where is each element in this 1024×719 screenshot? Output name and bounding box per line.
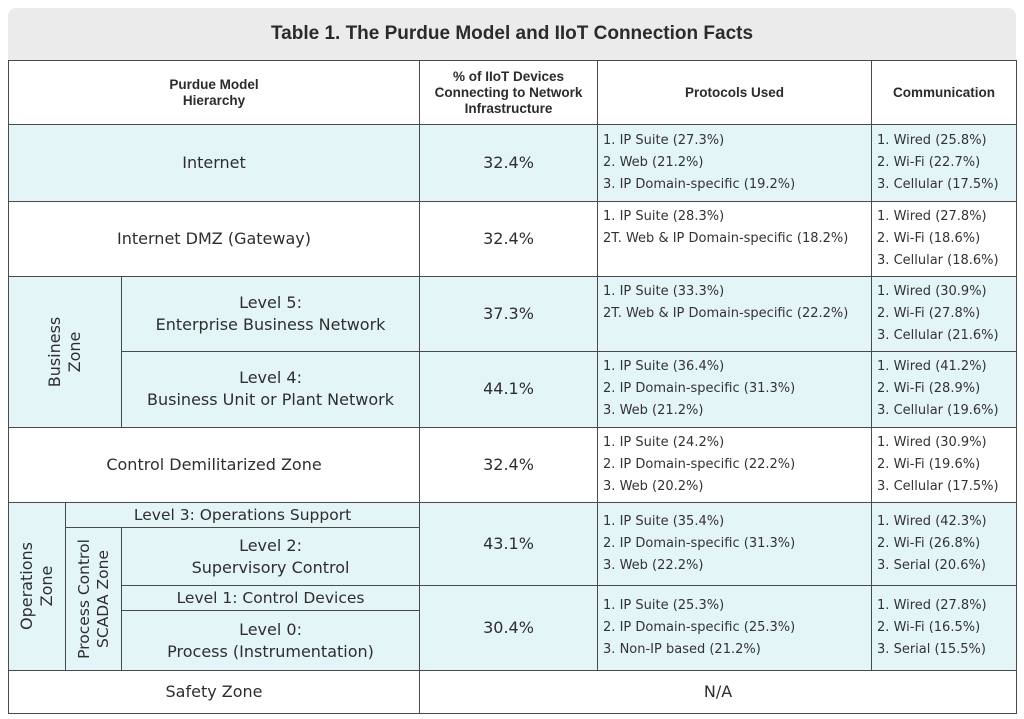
table-row-safety: Safety Zone N/A [7, 669, 1018, 715]
table-row-level4: Level 4: Business Unit or Plant Network … [8, 351, 1018, 428]
row-communication: 1. Wired (27.8%) 2. Wi-Fi (16.5%) 3. Seria… [871, 585, 1018, 671]
row-protocols: 1. IP Suite (28.3%) 2T. Web & IP Domain-s… [597, 200, 873, 277]
purdue-model-table: Purdue Model Hierarchy % of IIoT Devices… [7, 59, 1018, 715]
row-communication: 1. Wired (30.9%) 2. Wi-Fi (27.8%) 3. Cellu… [871, 275, 1018, 353]
row-label: Level 3: Operations Support [64, 501, 421, 529]
row-value: N/A [419, 669, 1018, 715]
row-communication: 1. Wired (42.3%) 2. Wi-Fi (26.8%) 3. Seria… [871, 501, 1018, 587]
header-communication: Communication [871, 59, 1018, 126]
row-label: Level 0: Process (Instrumentation) [120, 610, 421, 671]
table-row-internet-dmz: Internet DMZ (Gateway) 32.4% 1. IP Suite… [7, 200, 1018, 277]
table-title: Table 1. The Purdue Model and IIoT Conne… [270, 23, 754, 44]
row-percent: 32.4% [419, 200, 599, 277]
row-label: Internet DMZ (Gateway) [7, 200, 421, 277]
row-communication: 1. Wired (41.2%) 2. Wi-Fi (28.9%) 3. Cellu… [871, 351, 1018, 428]
row-percent: 30.4% [419, 585, 599, 671]
row-label: Level 4: Business Unit or Plant Network [120, 351, 421, 428]
row-percent: 43.1% [419, 501, 599, 587]
row-protocols: 1. IP Suite (35.4%) 2. IP Domain-specific… [597, 501, 873, 587]
row-protocols: 1. IP Suite (33.3%) 2T. Web & IP Domain-s… [597, 275, 873, 353]
row-protocols: 1. IP Suite (27.3%) 2. Web (21.2%) 3. IP D… [597, 124, 873, 202]
table-row-internet: Internet 32.4% 1. IP Suite (27.3%) 2. Web… [7, 124, 1018, 202]
row-label: Level 5: Enterprise Business Network [120, 275, 421, 353]
table-row-control-dmz: Control Demilitarized Zone 32.4% 1. IP S… [7, 426, 1018, 504]
row-protocols: 1. IP Suite (25.3%) 2. IP Domain-specific… [597, 585, 873, 671]
business-zone-label: Business Zone [8, 275, 122, 428]
row-percent: 32.4% [419, 124, 599, 202]
row-label: Internet [7, 124, 421, 202]
row-label: Level 1: Control Devices [120, 585, 421, 612]
row-communication: 1. Wired (27.8%) 2. Wi-Fi (18.6%) 3. Cellu… [871, 200, 1018, 277]
row-label: Safety Zone [7, 669, 421, 715]
row-label: Control Demilitarized Zone [7, 426, 421, 504]
row-percent: 37.3% [419, 275, 599, 353]
process-control-zone-label: Process Control SCADA Zone [65, 527, 122, 671]
row-communication: 1. Wired (25.8%) 2. Wi-Fi (22.7%) 3. Cellu… [871, 124, 1018, 202]
table-row-level3: Operations Zone Level 3: Operations Supp… [8, 501, 1018, 671]
operations-zone-label: Operations Zone [8, 502, 66, 671]
header-percent: % of IIoT Devices Connecting to Network … [419, 59, 599, 126]
row-protocols: 1. IP Suite (36.4%) 2. IP Domain-specific… [597, 351, 873, 428]
row-percent: 44.1% [419, 351, 599, 428]
table-row-level1: Level 1: Control Devices 30.4% 1. IP Sui… [8, 585, 1018, 671]
table-row-level5: Business Zone Level 5: Enterprise Busine… [8, 275, 1018, 428]
row-protocols: 1. IP Suite (24.2%) 2. IP Domain-specific… [597, 426, 873, 504]
row-percent: 32.4% [419, 426, 599, 504]
header-hierarchy: Purdue Model Hierarchy [7, 59, 421, 126]
row-communication: 1. Wired (30.9%) 2. Wi-Fi (19.6%) 3. Cellu… [871, 426, 1018, 504]
header-protocols: Protocols Used [597, 59, 873, 126]
row-label: Level 2: Supervisory Control [120, 527, 421, 587]
